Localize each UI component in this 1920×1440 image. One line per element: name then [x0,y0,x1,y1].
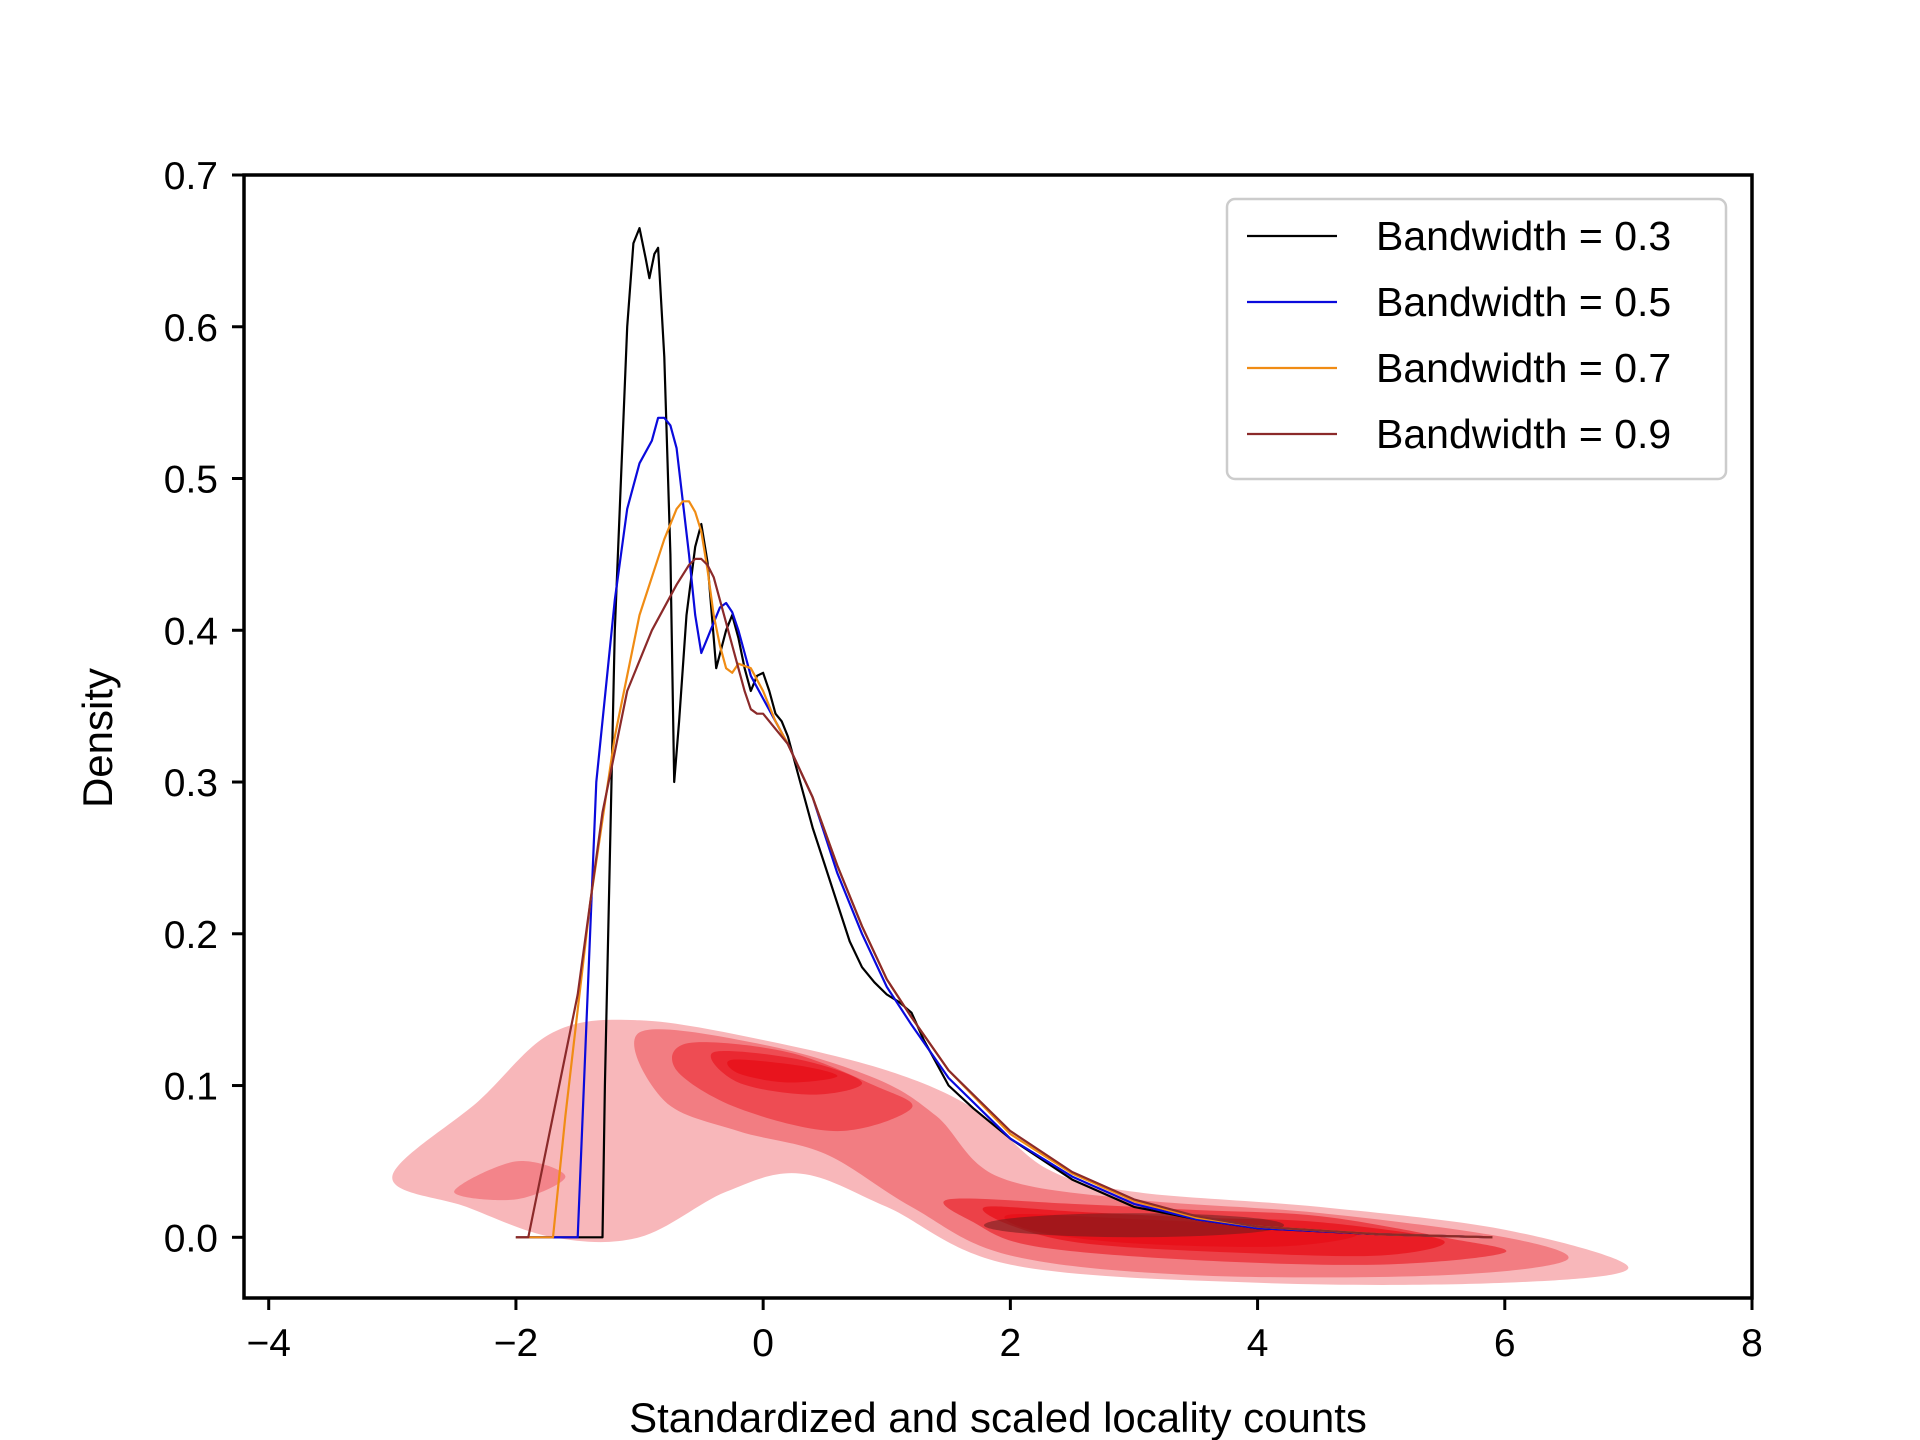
y-tick-label: 0.1 [164,1066,218,1109]
x-tick-label: 4 [1247,1322,1269,1365]
kde-contour-level-8 [727,1059,838,1083]
legend-label: Bandwidth = 0.7 [1376,345,1671,391]
x-axis-label: Standardized and scaled locality counts [629,1394,1367,1440]
y-tick-label: 0.7 [164,155,218,198]
y-tick-label: 0.5 [164,459,218,502]
series-line-3 [515,500,1493,1239]
y-tick-label: 0.3 [164,762,218,805]
series-line-2 [515,416,1493,1239]
series-line-4 [515,557,1493,1239]
y-tick-label: 0.2 [164,914,218,957]
x-tick-label: 6 [1494,1322,1516,1365]
x-tick-label: −4 [246,1322,290,1365]
y-tick-label: 0.4 [164,610,218,653]
density-kde-overlay [392,1019,1629,1285]
legend: Bandwidth = 0.3 Bandwidth = 0.5 Bandwidth … [1225,197,1728,481]
y-axis-ticks: 0.0 0.1 0.2 0.3 0.4 0.5 0.6 0.7 [164,155,244,1260]
x-tick-label: 8 [1741,1322,1763,1365]
x-tick-label: 2 [1000,1322,1022,1365]
y-tick-label: 0.0 [164,1217,218,1260]
plot-frame [242,173,1754,1300]
kde-contour-level-3 [634,1029,1569,1278]
y-tick-label: 0.6 [164,307,218,350]
legend-label: Bandwidth = 0.3 [1376,213,1671,259]
x-axis-ticks: −4 −2 0 2 4 6 8 [246,1298,1763,1365]
legend-label: Bandwidth = 0.5 [1376,279,1671,325]
kde-curves [515,227,1493,1239]
y-axis-label: Density [74,668,121,808]
legend-box [1225,197,1728,481]
x-tick-label: −2 [494,1322,538,1365]
series-line-1 [515,227,1493,1239]
x-tick-label: 0 [752,1322,774,1365]
legend-label: Bandwidth = 0.9 [1376,411,1671,457]
